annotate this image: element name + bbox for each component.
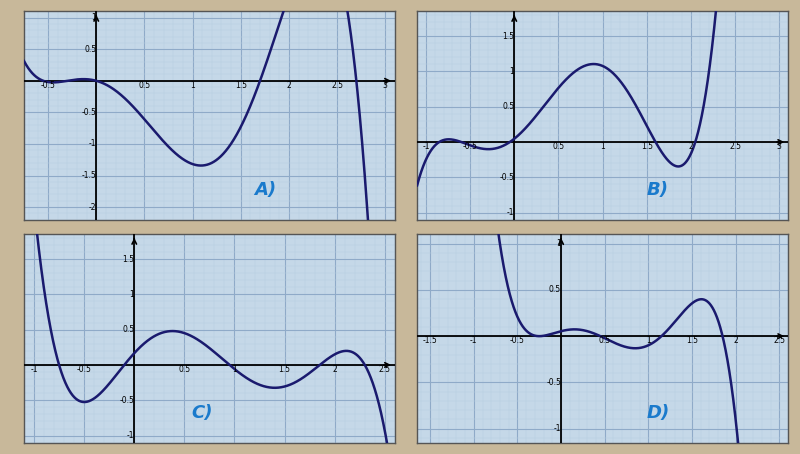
Text: -0.5: -0.5 — [77, 365, 91, 374]
Text: 1.5: 1.5 — [122, 255, 134, 263]
Text: -1.5: -1.5 — [423, 336, 438, 345]
Text: -2: -2 — [89, 202, 96, 212]
Text: 2: 2 — [332, 365, 337, 374]
Text: 2.5: 2.5 — [729, 142, 741, 151]
Text: -0.5: -0.5 — [499, 173, 514, 182]
Text: 1: 1 — [600, 142, 605, 151]
Text: 1.5: 1.5 — [234, 81, 246, 90]
Text: -1: -1 — [30, 365, 38, 374]
Text: -1: -1 — [126, 431, 134, 440]
Text: 0.5: 0.5 — [549, 286, 561, 294]
Text: -0.5: -0.5 — [546, 378, 561, 387]
Text: -1.5: -1.5 — [82, 171, 96, 180]
Text: 1.5: 1.5 — [502, 32, 514, 40]
Text: 0.5: 0.5 — [502, 102, 514, 111]
Text: -0.5: -0.5 — [462, 142, 478, 151]
Text: 2: 2 — [286, 81, 291, 90]
Text: 1: 1 — [130, 290, 134, 299]
Text: 1.5: 1.5 — [278, 365, 290, 374]
Text: -0.5: -0.5 — [82, 108, 96, 117]
Text: -0.5: -0.5 — [41, 81, 55, 90]
Text: 0.5: 0.5 — [122, 325, 134, 334]
Text: -1: -1 — [554, 424, 561, 433]
Text: 2.5: 2.5 — [379, 365, 391, 374]
Text: 2.5: 2.5 — [331, 81, 343, 90]
Text: 1: 1 — [190, 81, 195, 90]
Text: A): A) — [254, 181, 276, 199]
Text: 1: 1 — [646, 336, 650, 345]
Text: -0.5: -0.5 — [510, 336, 525, 345]
Text: -1: -1 — [506, 208, 514, 217]
Text: 0.5: 0.5 — [138, 81, 150, 90]
Text: 0.5: 0.5 — [178, 365, 190, 374]
Text: -0.5: -0.5 — [119, 396, 134, 405]
Text: 2.5: 2.5 — [774, 336, 786, 345]
Text: B): B) — [647, 181, 669, 199]
Text: 2: 2 — [734, 336, 738, 345]
Text: 1.5: 1.5 — [641, 142, 653, 151]
Text: C): C) — [191, 404, 212, 422]
Text: 3: 3 — [383, 81, 388, 90]
Text: 1.5: 1.5 — [686, 336, 698, 345]
Text: 1: 1 — [510, 67, 514, 76]
Text: 1: 1 — [556, 239, 561, 248]
Text: 3: 3 — [777, 142, 782, 151]
Text: 0.5: 0.5 — [598, 336, 611, 345]
Text: 0.5: 0.5 — [552, 142, 565, 151]
Text: 2: 2 — [689, 142, 694, 151]
Text: -1: -1 — [470, 336, 478, 345]
Text: D): D) — [647, 404, 670, 422]
Text: -1: -1 — [422, 142, 430, 151]
Text: -1: -1 — [89, 139, 96, 148]
Text: 1: 1 — [91, 13, 96, 22]
Text: 1: 1 — [232, 365, 237, 374]
Text: 0.5: 0.5 — [84, 45, 96, 54]
